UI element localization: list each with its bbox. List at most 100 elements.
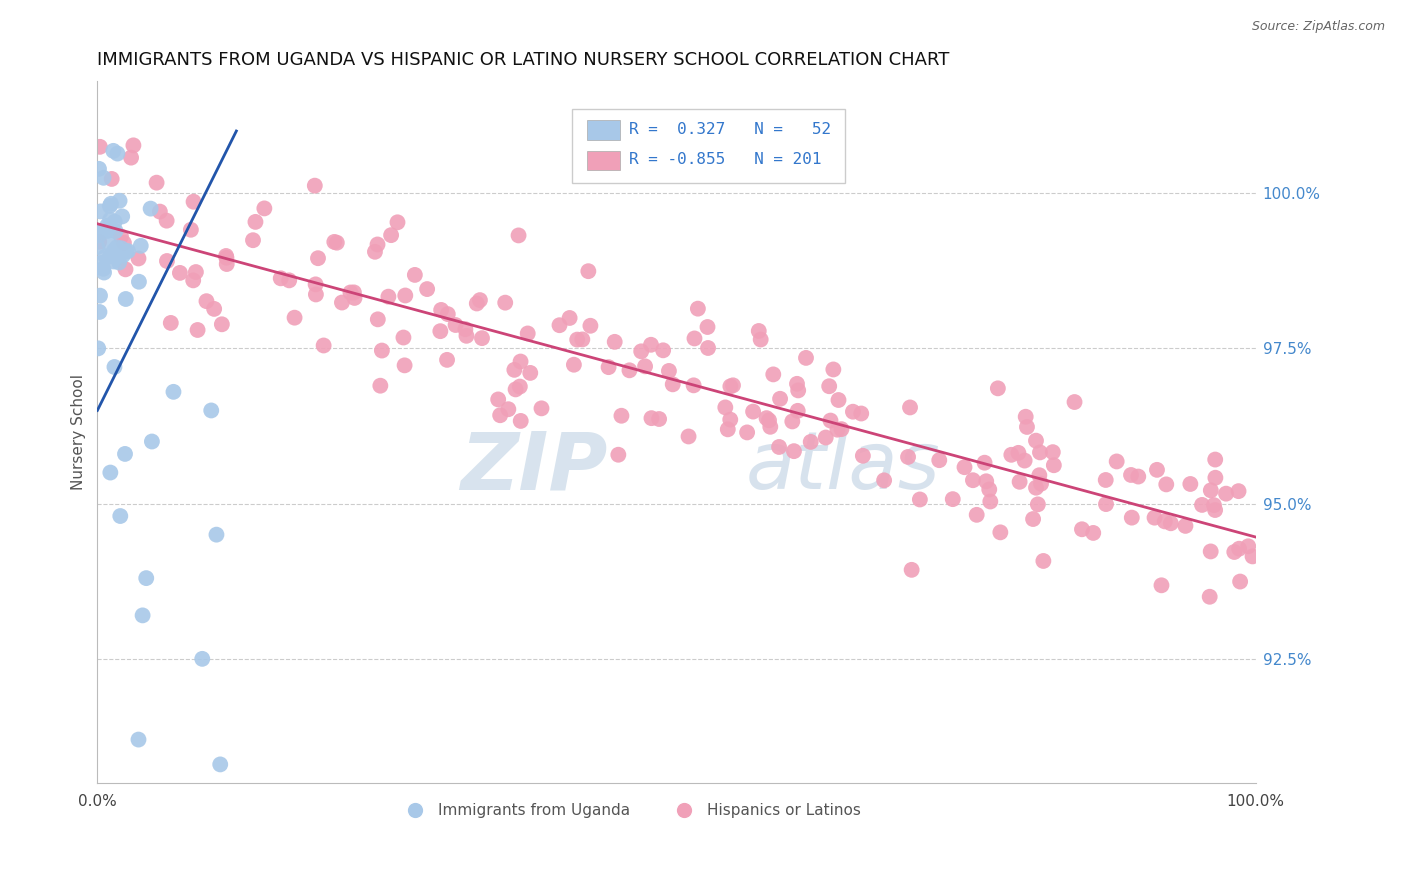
Point xyxy=(105,240,128,254)
Point xyxy=(1199,483,1222,498)
Point xyxy=(215,251,238,265)
Point xyxy=(394,288,416,302)
Point xyxy=(87,228,110,243)
Point xyxy=(755,411,778,425)
Point xyxy=(1007,446,1029,460)
Point xyxy=(90,204,112,219)
Point xyxy=(128,732,150,747)
Point xyxy=(762,368,785,382)
Point xyxy=(135,571,157,585)
Point xyxy=(1026,497,1049,511)
Point xyxy=(735,425,758,440)
Point xyxy=(242,233,264,247)
Point xyxy=(89,140,111,154)
Point xyxy=(830,422,852,436)
Point xyxy=(90,256,112,270)
Point xyxy=(897,450,920,464)
Point xyxy=(115,244,138,259)
Point xyxy=(253,202,276,216)
Point xyxy=(1150,578,1173,592)
Point xyxy=(786,376,808,391)
Point xyxy=(305,287,328,301)
Point xyxy=(122,138,145,153)
Point xyxy=(768,440,790,454)
Point xyxy=(630,344,652,359)
Point xyxy=(503,363,526,377)
Point xyxy=(191,652,214,666)
Point xyxy=(89,235,111,249)
Point xyxy=(900,563,922,577)
Point xyxy=(183,194,205,209)
Point xyxy=(576,264,599,278)
Point xyxy=(486,392,509,407)
Point xyxy=(465,296,488,310)
Point xyxy=(1154,477,1177,491)
Point xyxy=(509,354,531,368)
Point xyxy=(89,305,111,319)
Point xyxy=(120,151,142,165)
Point xyxy=(519,366,541,380)
Point xyxy=(749,333,772,347)
Point xyxy=(93,170,115,185)
Point xyxy=(245,215,267,229)
Point xyxy=(800,434,823,449)
Point xyxy=(820,413,842,427)
Point xyxy=(1042,445,1064,459)
Point xyxy=(159,316,181,330)
Point xyxy=(284,310,307,325)
Point xyxy=(367,237,389,252)
Point xyxy=(1063,395,1085,409)
Point xyxy=(489,409,512,423)
Point xyxy=(98,249,121,263)
Point xyxy=(1025,434,1047,448)
Point xyxy=(114,262,136,277)
Point xyxy=(110,509,132,524)
Point xyxy=(571,333,593,347)
Point xyxy=(184,265,207,279)
Point xyxy=(200,403,222,417)
Point xyxy=(548,318,571,333)
Point xyxy=(686,301,709,316)
Point xyxy=(98,466,121,480)
Point xyxy=(1121,510,1143,524)
Point xyxy=(988,525,1011,540)
Point xyxy=(579,318,602,333)
Point xyxy=(973,456,995,470)
Point xyxy=(721,378,744,392)
Point xyxy=(1143,510,1166,524)
Point xyxy=(1095,497,1118,511)
Point xyxy=(1029,476,1052,491)
Point xyxy=(93,266,115,280)
Point xyxy=(181,273,204,287)
Point xyxy=(794,351,817,365)
Point xyxy=(202,301,225,316)
Point xyxy=(640,411,662,425)
Point xyxy=(110,241,132,255)
Point xyxy=(103,254,125,268)
Point xyxy=(562,358,585,372)
Point xyxy=(103,144,125,158)
Point xyxy=(387,215,409,229)
Point xyxy=(508,228,530,243)
Point xyxy=(339,285,361,300)
Point xyxy=(1032,554,1054,568)
Point xyxy=(634,359,657,374)
Point xyxy=(603,334,626,349)
Point xyxy=(430,302,453,317)
Point xyxy=(343,291,366,305)
Point xyxy=(370,378,392,392)
Point xyxy=(323,235,346,249)
Point xyxy=(456,328,478,343)
Point xyxy=(114,292,136,306)
Point xyxy=(1215,486,1237,500)
Point xyxy=(567,333,589,347)
Point xyxy=(278,273,301,287)
Point xyxy=(104,215,127,229)
Text: ZIP: ZIP xyxy=(460,428,607,507)
Point xyxy=(823,362,845,376)
Legend: Immigrants from Uganda, Hispanics or Latinos: Immigrants from Uganda, Hispanics or Lat… xyxy=(394,797,866,824)
Point xyxy=(1223,545,1246,559)
Point xyxy=(162,384,184,399)
Point xyxy=(304,277,326,292)
Point xyxy=(471,331,494,345)
